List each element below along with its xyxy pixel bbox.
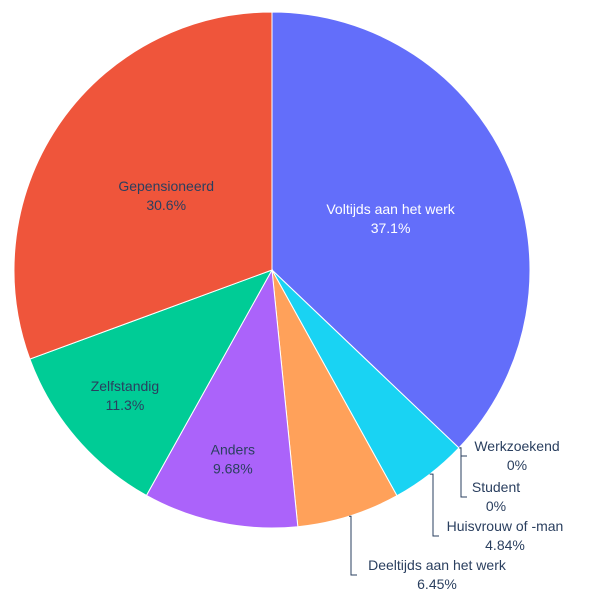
slice-name: Deeltijds aan het werk bbox=[368, 557, 507, 573]
slice-value: 37.1% bbox=[371, 220, 411, 236]
slice-name: Anders bbox=[211, 441, 255, 457]
slice-name: Student bbox=[472, 479, 520, 495]
slice-value: 6.45% bbox=[417, 576, 457, 592]
slice-label: Anders 9.68% bbox=[211, 441, 255, 476]
slice-value: 0% bbox=[486, 498, 506, 514]
slice-label: Gepensioneerd 30.6% bbox=[118, 178, 214, 213]
leader-line bbox=[458, 447, 467, 457]
slice-value: 4.84% bbox=[485, 537, 525, 553]
leader-line bbox=[458, 447, 467, 498]
slice-label: Werkzoekend 0% bbox=[474, 438, 559, 473]
pie-slice bbox=[13, 11, 273, 360]
slice-name: Werkzoekend bbox=[474, 438, 559, 454]
slice-name: Voltijds aan het werk bbox=[326, 201, 455, 217]
slice-value: 0% bbox=[507, 457, 527, 473]
slice-value: 30.6% bbox=[146, 197, 186, 213]
slice-label: Student 0% bbox=[472, 479, 520, 514]
pie-slice bbox=[271, 11, 531, 449]
pie-slice bbox=[145, 268, 299, 529]
slice-name: Huisvrouw of -man bbox=[447, 518, 564, 534]
slice-value: 9.68% bbox=[213, 460, 253, 476]
slice-label: Voltijds aan het werk 37.1% bbox=[326, 201, 455, 236]
slice-label: Zelfstandig 11.3% bbox=[91, 377, 159, 412]
slice-label: Deeltijds aan het werk 6.45% bbox=[368, 557, 507, 592]
leader-line bbox=[429, 473, 439, 537]
slice-value: 11.3% bbox=[106, 396, 145, 412]
slice-name: Zelfstandig bbox=[91, 377, 159, 393]
slice-name: Gepensioneerd bbox=[118, 178, 214, 194]
leader-line bbox=[348, 515, 357, 576]
pie-slice bbox=[29, 269, 274, 497]
slice-label: Huisvrouw of -man 4.84% bbox=[447, 518, 564, 553]
